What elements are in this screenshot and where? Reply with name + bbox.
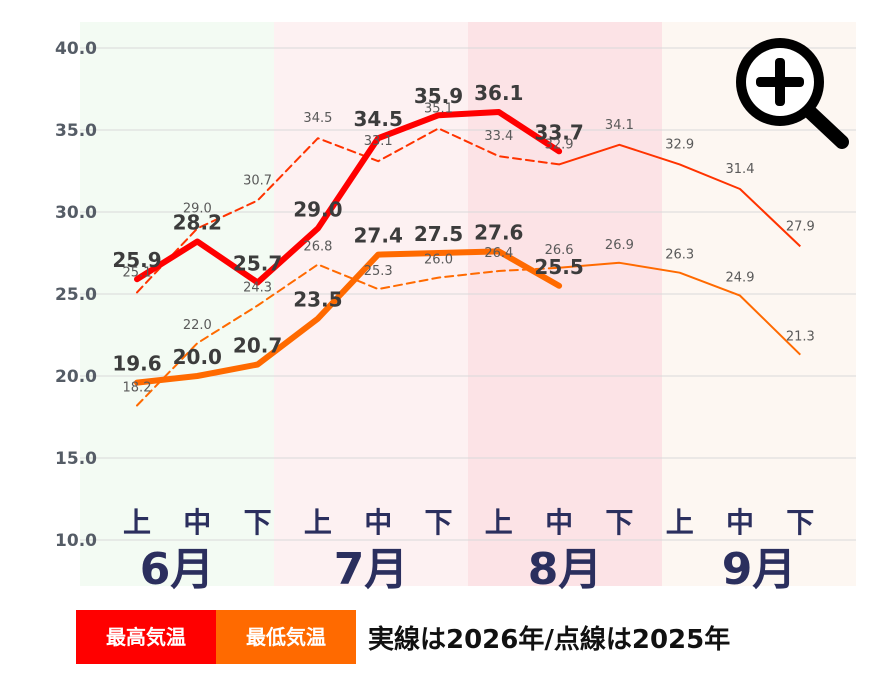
data-label: 25.5 <box>534 255 583 279</box>
data-label: 25.7 <box>233 252 282 276</box>
series-line-2025-max <box>136 127 561 294</box>
legend-note: 実線は2026年/点線は2025年 <box>368 624 731 655</box>
data-label-prev: 32.9 <box>665 137 694 152</box>
data-label-prev: 25.3 <box>364 264 393 279</box>
month-label: 9月 <box>722 544 797 595</box>
data-label-prev: 32.9 <box>545 137 574 152</box>
data-label-prev: 30.7 <box>243 174 272 189</box>
data-label-prev: 33.1 <box>364 134 393 149</box>
y-tick-label: 40.0 <box>55 39 97 59</box>
data-label-prev: 26.3 <box>665 248 694 263</box>
data-label-prev: 24.9 <box>726 271 755 286</box>
y-tick-label: 25.0 <box>55 285 97 305</box>
data-label-prev: 27.9 <box>786 219 815 234</box>
dekad-label: 下 <box>424 506 452 539</box>
data-label-prev: 26.9 <box>605 238 634 253</box>
series-line-2026-max <box>134 109 563 286</box>
dekad-label: 下 <box>786 506 814 539</box>
dekad-label: 上 <box>304 506 332 539</box>
data-label: 28.2 <box>173 211 222 235</box>
month-band-6 <box>80 22 274 586</box>
y-tick-label: 30.0 <box>55 203 97 223</box>
data-label: 35.9 <box>414 84 463 108</box>
data-label: 27.6 <box>474 220 523 244</box>
data-label: 27.5 <box>414 222 463 246</box>
month-band-8 <box>468 22 662 586</box>
dekad-label: 上 <box>123 506 151 539</box>
series-line-2025-min-tail <box>559 261 801 356</box>
data-label-prev: 34.5 <box>303 111 332 126</box>
y-tick-label: 20.0 <box>55 367 97 387</box>
data-label-prev: 18.2 <box>123 381 152 396</box>
y-tick-label: 35.0 <box>55 121 97 141</box>
data-label-prev: 26.0 <box>424 253 453 268</box>
data-label: 23.5 <box>293 288 342 312</box>
dekad-label: 下 <box>244 506 272 539</box>
y-tick-label: 10.0 <box>55 531 97 551</box>
data-label: 19.6 <box>112 352 161 376</box>
y-tick-label: 15.0 <box>55 449 97 469</box>
month-label: 8月 <box>528 544 603 595</box>
zoom-in-icon[interactable] <box>722 30 852 154</box>
data-label: 36.1 <box>474 81 523 105</box>
dekad-label: 下 <box>605 506 633 539</box>
dekad-label: 中 <box>545 506 573 539</box>
data-label: 20.7 <box>233 334 282 358</box>
data-label-prev: 34.1 <box>605 118 634 133</box>
dekad-label: 上 <box>666 506 694 539</box>
data-label-prev: 22.0 <box>183 318 212 333</box>
data-label-prev: 26.8 <box>303 239 332 254</box>
legend: 最高気温 最低気温 実線は2026年/点線は2025年 <box>76 610 730 664</box>
series-line-2025-max-tail <box>558 143 801 248</box>
series-line-2026-min <box>134 248 563 386</box>
dekad-label: 中 <box>364 506 392 539</box>
dekad-label: 中 <box>183 506 211 539</box>
data-label-prev: 29.0 <box>183 201 212 216</box>
data-label-prev: 33.4 <box>484 129 513 144</box>
data-label: 27.4 <box>354 224 403 248</box>
month-label: 7月 <box>334 544 409 595</box>
data-label-prev: 25.1 <box>123 265 152 280</box>
legend-max-temp: 最高気温 <box>76 610 216 664</box>
data-label: 25.9 <box>112 248 161 272</box>
data-label: 20.0 <box>173 345 222 369</box>
data-label: 33.7 <box>534 120 583 144</box>
month-label: 6月 <box>140 544 215 595</box>
series-line-2025-min <box>136 263 561 407</box>
data-label-prev: 21.3 <box>786 330 815 345</box>
data-label-prev: 35.1 <box>424 101 453 116</box>
data-label-prev: 26.6 <box>545 243 574 258</box>
data-label-prev: 31.4 <box>726 162 755 177</box>
dekad-label: 上 <box>485 506 513 539</box>
dekad-label: 中 <box>726 506 754 539</box>
data-label-prev: 24.3 <box>243 280 272 295</box>
legend-min-temp: 最低気温 <box>216 610 356 664</box>
data-label: 34.5 <box>354 107 403 131</box>
data-label: 29.0 <box>293 197 342 221</box>
data-label-prev: 26.4 <box>484 246 513 261</box>
